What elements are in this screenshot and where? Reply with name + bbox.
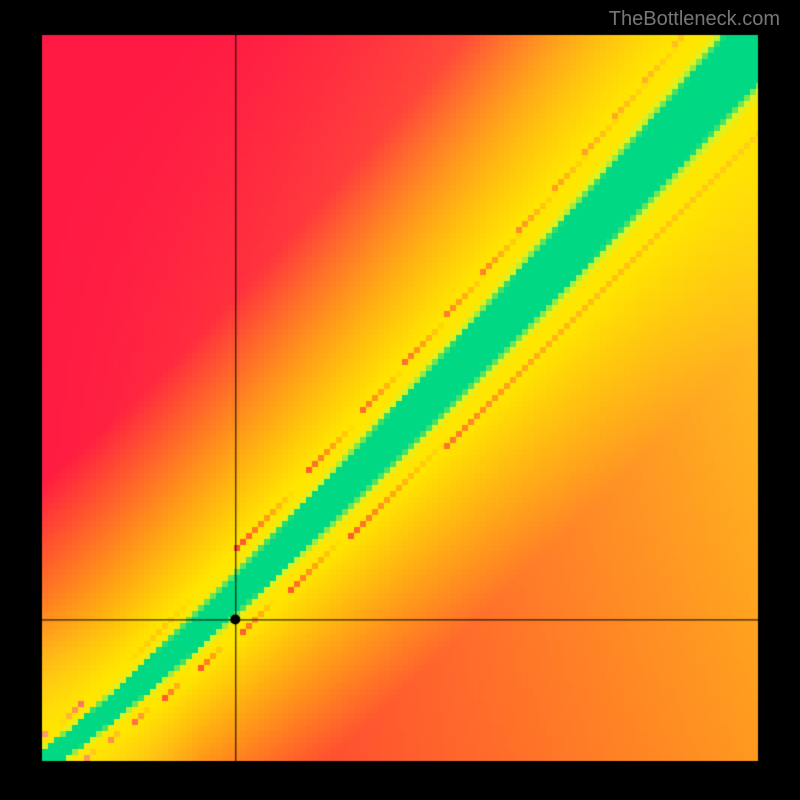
bottleneck-heatmap-canvas bbox=[0, 0, 800, 800]
watermark-label: TheBottleneck.com bbox=[609, 8, 780, 31]
